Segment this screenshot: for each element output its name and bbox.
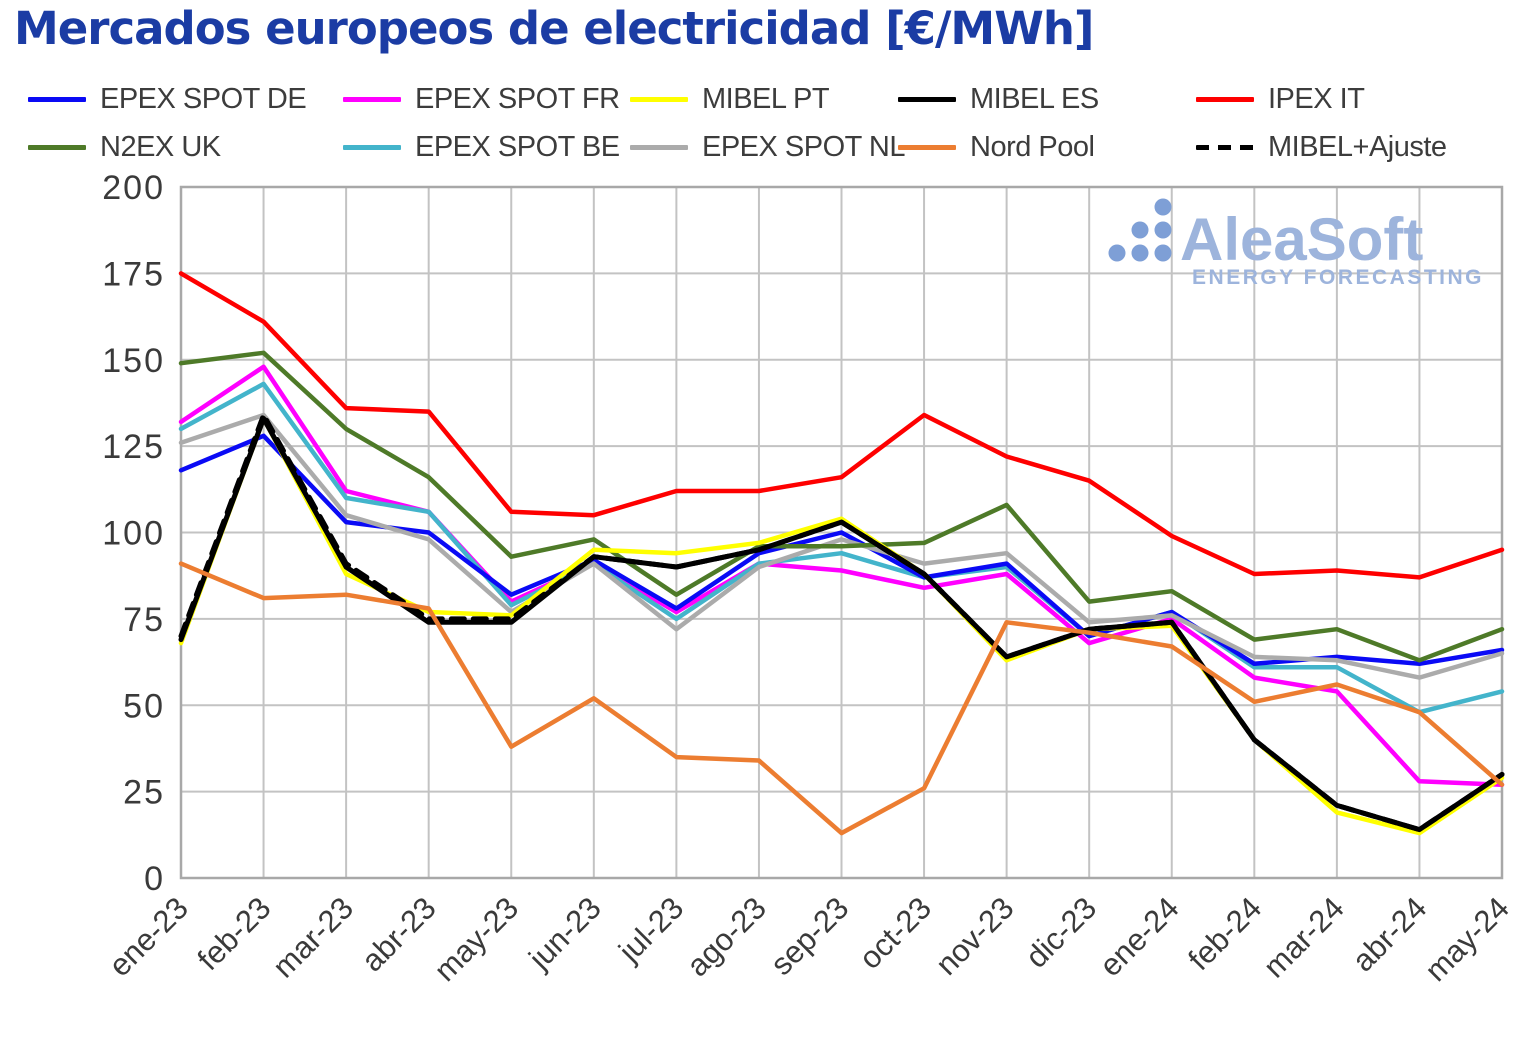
watermark-brand: AleaSoft xyxy=(1180,206,1423,273)
y-tick-label: 50 xyxy=(123,687,165,725)
legend-swatch-mibel-es xyxy=(898,96,956,102)
x-tick: ene-24 xyxy=(1093,890,1186,983)
y-tick-label: 125 xyxy=(102,428,165,466)
legend-swatch-epex-spot-be xyxy=(343,144,401,150)
y-tick-label: 175 xyxy=(102,255,165,293)
legend-swatch-mibel-pt xyxy=(630,96,688,102)
legend-label: Nord Pool xyxy=(970,130,1095,163)
x-tick: jun-23 xyxy=(521,890,607,976)
x-tick: jul-23 xyxy=(611,890,690,969)
watermark-dot-icon xyxy=(1131,221,1149,239)
x-tick: nov-23 xyxy=(929,890,1021,982)
legend-swatch-nord-pool xyxy=(898,144,956,150)
y-tick-label: 200 xyxy=(102,169,165,207)
legend-label: MIBEL PT xyxy=(702,82,830,115)
series-line-n2ex-uk xyxy=(178,350,1505,663)
y-tick-label: 150 xyxy=(102,342,165,380)
legend-item-epex-spot-be[interactable]: EPEX SPOT BE xyxy=(343,128,630,166)
x-tick-label: feb-24 xyxy=(1181,890,1268,977)
series-line-ipex-it xyxy=(178,271,1505,580)
legend-swatch-epex-spot-fr xyxy=(343,96,401,102)
legend-label: EPEX SPOT FR xyxy=(415,82,620,115)
watermark-dot-icon xyxy=(1108,244,1126,262)
watermark-dot-icon xyxy=(1154,198,1172,216)
x-tick-label: jun-23 xyxy=(521,890,607,976)
legend: EPEX SPOT DE EPEX SPOT FR MIBEL PT MIBEL ES… xyxy=(28,80,1508,166)
legend-label: N2EX UK xyxy=(100,130,221,163)
x-tick: may-23 xyxy=(427,890,525,988)
series-line-epex-spot-be xyxy=(178,381,1505,715)
legend-label: EPEX SPOT NL xyxy=(702,130,906,163)
series-line-nord-pool xyxy=(178,561,1505,836)
x-tick: sep-23 xyxy=(764,890,856,982)
legend-item-ipex-it[interactable]: IPEX IT xyxy=(1196,80,1508,118)
page-title: Mercados europeos de electricidad [€/MWh… xyxy=(14,2,1094,55)
x-tick-label: mar-24 xyxy=(1257,890,1351,984)
x-tick: ene-23 xyxy=(102,890,195,983)
legend-label: EPEX SPOT BE xyxy=(415,130,620,163)
plot-area xyxy=(179,185,1504,880)
legend-label: MIBEL ES xyxy=(970,82,1099,115)
x-tick-label: mar-23 xyxy=(266,890,360,984)
x-tick: mar-23 xyxy=(266,890,360,984)
x-tick: feb-24 xyxy=(1181,890,1268,977)
legend-item-mibel-es[interactable]: MIBEL ES xyxy=(898,80,1196,118)
x-tick-label: ene-24 xyxy=(1093,890,1186,983)
watermark-dot-icon xyxy=(1154,244,1172,262)
legend-item-nord-pool[interactable]: Nord Pool xyxy=(898,128,1196,166)
x-tick-label: oct-23 xyxy=(852,890,938,976)
legend-swatch-n2ex-uk xyxy=(28,144,86,150)
legend-label: EPEX SPOT DE xyxy=(100,82,307,115)
watermark-dot-icon xyxy=(1131,244,1149,262)
x-tick: mar-24 xyxy=(1257,890,1351,984)
watermark-tagline: ENERGY FORECASTING xyxy=(1192,266,1484,289)
y-tick-label: 75 xyxy=(123,601,165,639)
x-tick-label: sep-23 xyxy=(764,890,856,982)
legend-label: IPEX IT xyxy=(1268,82,1365,115)
x-tick-label: feb-23 xyxy=(191,890,278,977)
x-tick-label: dic-23 xyxy=(1019,890,1103,974)
legend-item-epex-spot-de[interactable]: EPEX SPOT DE xyxy=(28,80,343,118)
legend-item-mibel-pt[interactable]: MIBEL PT xyxy=(630,80,898,118)
y-tick-label: 100 xyxy=(102,515,165,553)
x-tick-label: may-23 xyxy=(427,890,525,988)
legend-item-epex-spot-nl[interactable]: EPEX SPOT NL xyxy=(630,128,906,166)
legend-item-epex-spot-fr[interactable]: EPEX SPOT FR xyxy=(343,80,630,118)
y-tick-label: 25 xyxy=(123,774,165,812)
x-tick-label: ago-23 xyxy=(680,890,773,983)
x-tick-label: nov-23 xyxy=(929,890,1021,982)
x-tick: feb-23 xyxy=(191,890,278,977)
x-tick-label: may-24 xyxy=(1418,890,1516,988)
y-tick-label: 0 xyxy=(144,860,165,898)
x-tick: ago-23 xyxy=(680,890,773,983)
legend-swatch-mibel-ajuste xyxy=(1196,144,1254,150)
legend-item-n2ex-uk[interactable]: N2EX UK xyxy=(28,128,343,166)
legend-label: MIBEL+Ajuste xyxy=(1268,130,1447,163)
watermark-dot-icon xyxy=(1154,221,1172,239)
x-tick: dic-23 xyxy=(1019,890,1103,974)
legend-swatch-epex-spot-de xyxy=(28,96,86,102)
x-tick: may-24 xyxy=(1418,890,1516,988)
series-line-epex-spot-fr xyxy=(178,364,1505,787)
x-tick-label: ene-23 xyxy=(102,890,195,983)
x-tick-label: jul-23 xyxy=(611,890,690,969)
x-tick: oct-23 xyxy=(852,890,938,976)
legend-item-mibel-ajuste[interactable]: MIBEL+Ajuste xyxy=(1196,128,1508,166)
series-line-epex-spot-nl xyxy=(178,412,1505,680)
legend-swatch-epex-spot-nl xyxy=(630,144,688,150)
legend-swatch-ipex-it xyxy=(1196,96,1254,102)
